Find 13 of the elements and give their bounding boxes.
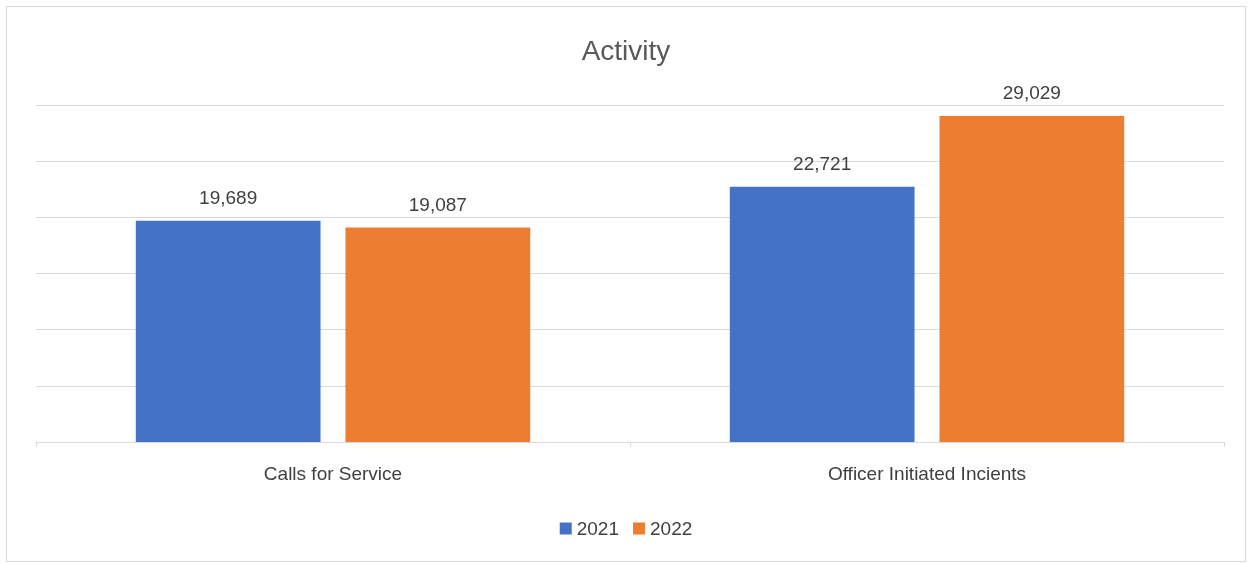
data-label: 19,087	[408, 193, 467, 215]
data-label: 22,721	[793, 152, 852, 174]
legend-label: 2021	[576, 518, 620, 539]
bar	[135, 220, 321, 442]
x-tick-label: Officer Initiated Incients	[827, 463, 1027, 484]
x-tick-label: Calls for Service	[263, 463, 403, 484]
chart-title: Activity	[581, 34, 671, 66]
data-label: 29,029	[1002, 81, 1061, 103]
bar	[345, 227, 531, 442]
data-label: 19,689	[199, 186, 258, 208]
bar	[939, 115, 1125, 442]
bar	[729, 186, 915, 442]
legend-label: 2022	[650, 518, 693, 539]
